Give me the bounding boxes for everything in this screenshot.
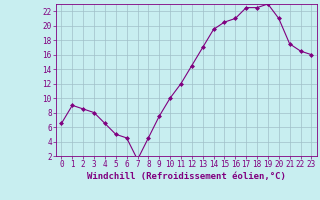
X-axis label: Windchill (Refroidissement éolien,°C): Windchill (Refroidissement éolien,°C) — [87, 172, 286, 181]
